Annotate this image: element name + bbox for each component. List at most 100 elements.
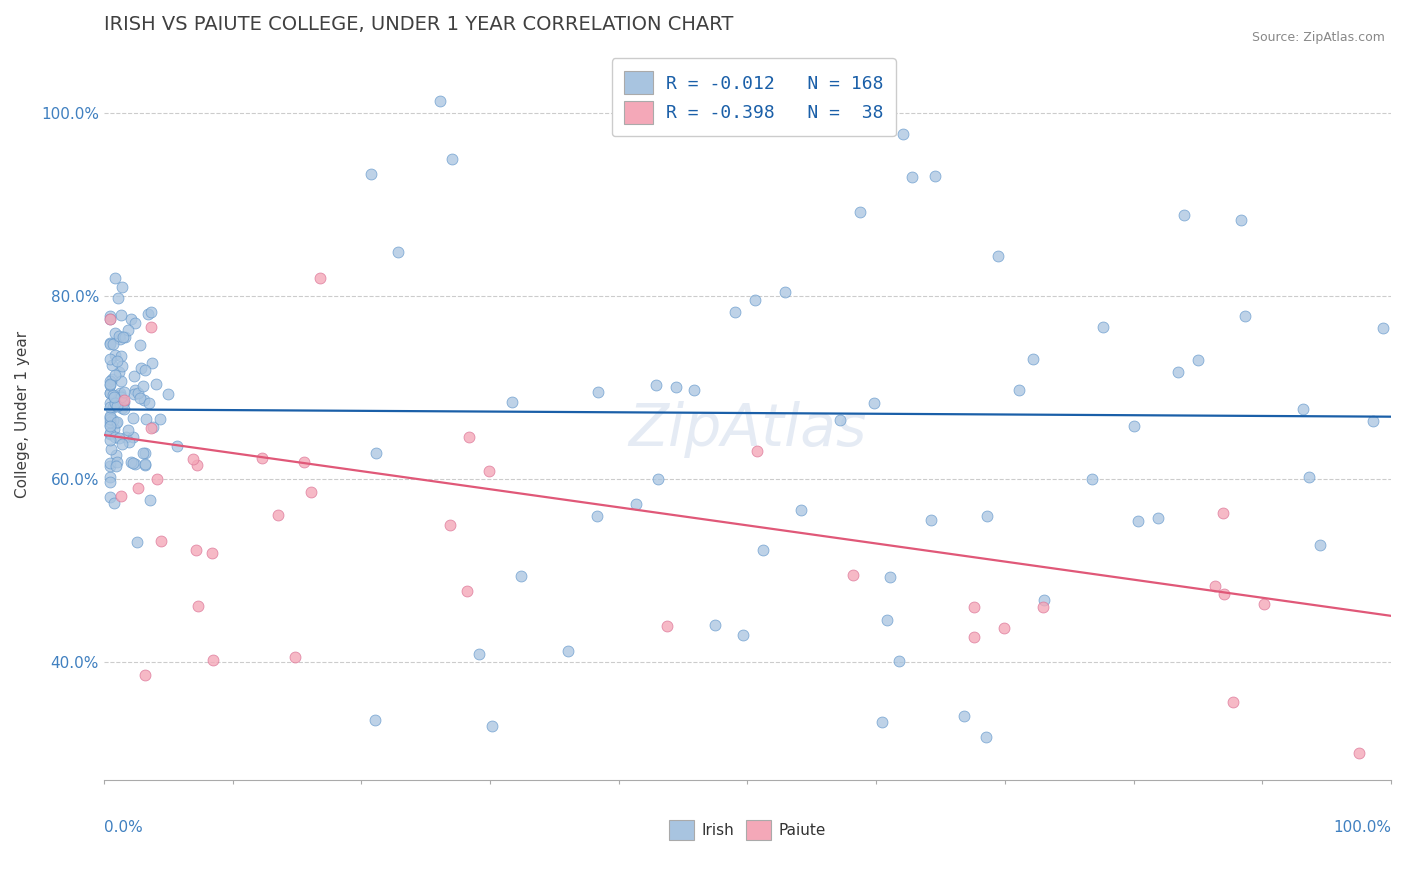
Point (110, 349, 132, 363)
Point (284, 650, 307, 665)
Point (104, 348, 127, 362)
Point (100, 375, 122, 389)
Point (103, 390, 125, 404)
Point (111, 401, 134, 415)
Point (683, 384, 706, 398)
Point (104, 395, 127, 409)
Point (456, 583, 478, 598)
Legend: Irish, Paiute: Irish, Paiute (664, 814, 832, 846)
Point (105, 399, 128, 413)
Point (744, 293, 766, 308)
Point (100, 396, 122, 410)
Point (1234, 309, 1257, 323)
Text: 0.0%: 0.0% (104, 821, 143, 836)
Point (181, 452, 204, 467)
Point (122, 430, 145, 444)
Point (202, 653, 225, 667)
Point (100, 352, 122, 367)
Point (1372, 321, 1395, 335)
Point (100, 400, 122, 414)
Point (101, 337, 124, 351)
Point (439, 517, 461, 532)
Point (105, 415, 128, 429)
Y-axis label: College, Under 1 year: College, Under 1 year (15, 331, 30, 499)
Point (110, 374, 132, 388)
Point (135, 412, 157, 426)
Point (131, 445, 153, 459)
Point (647, 472, 669, 486)
Point (963, 630, 986, 644)
Point (127, 481, 149, 495)
Point (141, 305, 163, 319)
Point (644, 378, 666, 392)
Point (879, 570, 901, 584)
Point (292, 455, 315, 469)
Point (122, 369, 145, 384)
Point (139, 493, 162, 508)
Point (104, 326, 127, 341)
Point (250, 451, 273, 466)
Point (101, 400, 124, 414)
Point (127, 385, 149, 400)
Point (1253, 597, 1275, 611)
Point (481, 719, 503, 733)
Point (132, 379, 155, 393)
Point (364, 713, 387, 727)
Point (429, 95, 451, 109)
Point (100, 336, 122, 351)
Point (863, 396, 886, 410)
Point (103, 496, 125, 510)
Point (100, 459, 122, 474)
Point (920, 513, 942, 527)
Point (114, 330, 136, 344)
Point (100, 442, 122, 457)
Point (468, 647, 491, 661)
Point (134, 446, 156, 460)
Point (128, 392, 150, 406)
Point (100, 385, 122, 400)
Point (1298, 470, 1320, 484)
Point (100, 416, 122, 430)
Point (1081, 472, 1104, 486)
Point (146, 472, 169, 486)
Point (974, 731, 997, 745)
Point (107, 392, 129, 407)
Point (122, 411, 145, 425)
Point (891, 127, 914, 141)
Point (100, 376, 122, 391)
Point (1309, 538, 1331, 552)
Point (924, 169, 946, 183)
Point (901, 169, 924, 184)
Point (987, 249, 1010, 263)
Point (120, 454, 142, 468)
Point (104, 430, 127, 444)
Point (963, 600, 986, 615)
Point (104, 270, 127, 285)
Point (624, 497, 647, 511)
Point (117, 423, 139, 437)
Point (107, 365, 129, 379)
Point (1167, 365, 1189, 379)
Point (105, 417, 128, 431)
Point (124, 383, 146, 397)
Point (100, 470, 122, 484)
Point (752, 542, 775, 557)
Point (100, 456, 122, 470)
Point (976, 508, 998, 523)
Point (100, 372, 122, 386)
Point (1212, 506, 1234, 520)
Point (952, 709, 974, 723)
Point (129, 360, 152, 375)
Point (100, 378, 122, 392)
Point (870, 715, 893, 730)
Point (112, 393, 135, 408)
Point (110, 388, 132, 402)
Point (138, 307, 160, 321)
Point (364, 446, 387, 460)
Point (134, 363, 156, 377)
Point (120, 312, 142, 326)
Point (557, 644, 579, 658)
Point (100, 490, 122, 504)
Point (187, 599, 209, 614)
Point (510, 569, 533, 583)
